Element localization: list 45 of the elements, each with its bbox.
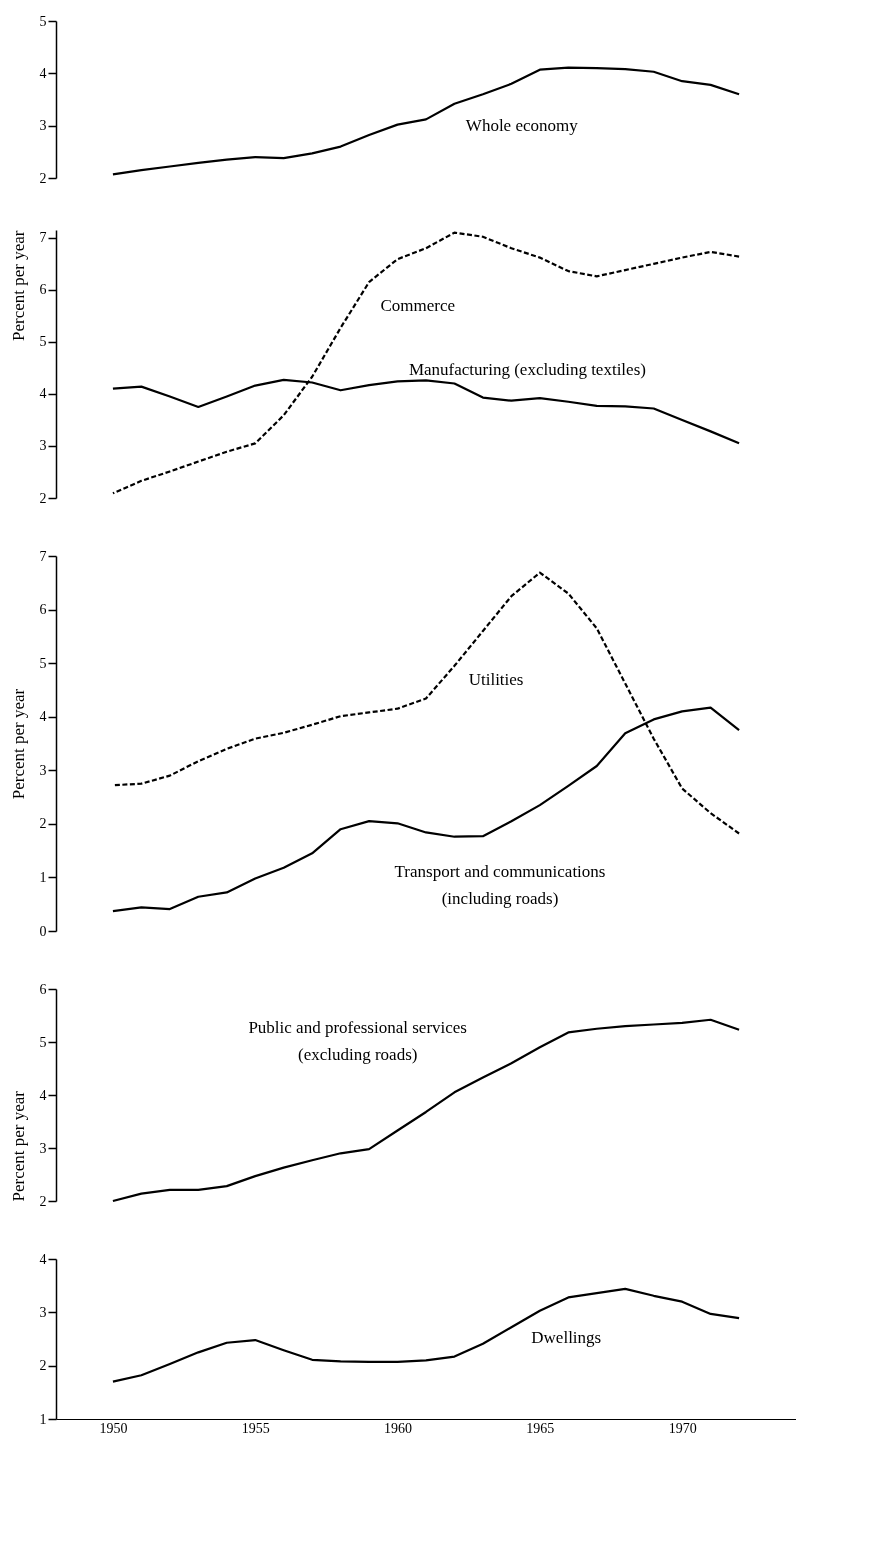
series-label: Utilities [468,670,524,690]
y-axis-title: Percent per year [8,230,28,341]
x-tick-label: 1950 [99,1420,128,1436]
series-label: Dwellings [531,1328,602,1348]
y-tick-label: 2 [39,1358,47,1374]
series-label: Manufacturing (excluding textiles) [408,359,646,379]
series-label: Whole economy [465,115,579,135]
y-tick-label: 4 [39,1251,47,1267]
y-tick-label: 3 [39,1304,47,1320]
y-axis-title: Percent per year [8,1090,28,1202]
y-tick-label: 5 [39,13,47,29]
y-tick-label: 4 [39,709,47,725]
y-tick-label: 3 [39,118,47,134]
y-tick-label: 5 [39,655,47,671]
y-tick-label: 2 [39,816,47,832]
line-series [111,66,741,176]
y-tick-label: 0 [39,923,47,939]
y-tick-label: 2 [39,1193,47,1209]
y-tick-label: 5 [39,1034,47,1050]
y-tick-label: 3 [39,438,47,454]
y-tick-label: 7 [39,548,47,564]
series-label: Public and professional services (excluding roads) [248,1018,467,1065]
y-tick-label: 1 [39,869,47,885]
text: Transport and communications (including roads) [394,861,606,908]
line-series [111,1018,741,1203]
y-tick-label: 2 [39,170,47,186]
y-tick-label: 4 [39,1087,47,1103]
series-label: Commerce [380,296,456,316]
y-tick-label: 6 [39,602,47,618]
y-tick-label: 7 [39,230,47,246]
x-tick-label: 1965 [526,1420,555,1436]
y-tick-label: 1 [39,1411,47,1427]
y-tick-label: 6 [39,981,47,997]
x-tick-label: 1960 [384,1420,413,1436]
y-tick-label: 3 [39,1140,47,1156]
y-tick-label: 4 [39,386,47,402]
y-tick-label: 6 [39,282,47,298]
x-tick-label: 1955 [241,1420,270,1436]
y-tick-label: 5 [39,334,47,350]
line-series [111,1287,741,1383]
y-axis-title: Percent per year [8,688,28,800]
y-tick-label: 4 [39,65,47,81]
y-tick-label: 2 [39,490,47,506]
y-tick-label: 3 [39,762,47,778]
x-tick-label: 1970 [668,1420,697,1436]
